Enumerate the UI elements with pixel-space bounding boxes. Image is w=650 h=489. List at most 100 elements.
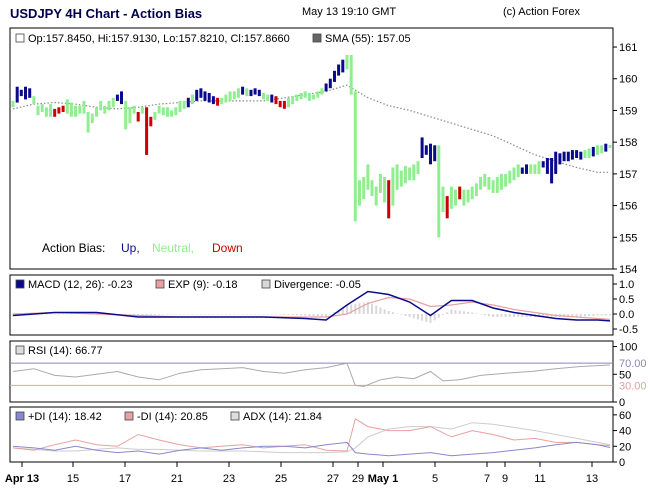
- bias-legend-down: Down: [212, 241, 243, 255]
- macd-axis-tick-label: -0.5: [619, 324, 638, 336]
- price-bar: [341, 59, 345, 73]
- sma-legend-text: SMA (55): 157.05: [325, 33, 411, 45]
- divergence-bar: [508, 314, 511, 317]
- price-bar: [49, 104, 53, 117]
- divergence-bar: [320, 314, 323, 317]
- adx-legend-text: ADX (14): 21.84: [243, 411, 322, 423]
- divergence-bar: [429, 314, 432, 323]
- price-bar: [366, 164, 370, 190]
- price-bar: [191, 94, 194, 105]
- price-bar: [579, 151, 583, 160]
- price-bar: [449, 186, 453, 209]
- x-axis-tick-label: May 1: [368, 473, 399, 485]
- divergence-bar: [412, 314, 415, 319]
- price-bar: [600, 145, 604, 154]
- x-axis-tick-label: 15: [67, 473, 79, 485]
- price-bar: [466, 189, 470, 203]
- divergence-bar: [479, 314, 482, 315]
- price-bar: [245, 88, 249, 97]
- ohlc-legend-text: Op:157.8450, Hi:157.9130, Lo:157.8210, C…: [28, 33, 290, 45]
- x-axis-tick-label: 9: [502, 473, 508, 485]
- price-bar: [445, 196, 449, 219]
- dmi-axis-tick-label: 60: [619, 410, 631, 422]
- price-bar: [504, 173, 508, 187]
- divergence-bar: [133, 314, 136, 316]
- price-bar: [282, 100, 286, 109]
- x-axis-tick-label: 25: [275, 473, 287, 485]
- x-axis-tick-label: 23: [223, 473, 235, 485]
- rsi-legend-text: RSI (14): 66.77: [28, 345, 103, 357]
- divergence-bar: [53, 314, 56, 315]
- price-bar: [61, 105, 65, 112]
- adx-line: [12, 422, 611, 454]
- price-bar: [558, 153, 562, 165]
- plus-di-legend-box: [15, 411, 25, 421]
- divergence-legend-text: Divergence: -0.05: [274, 279, 361, 291]
- divergence-bar: [592, 314, 595, 316]
- plus-di-legend-text: +DI (14): 18.42: [28, 411, 102, 423]
- price-bar: [541, 161, 545, 168]
- price-bar: [170, 110, 174, 117]
- price-bar: [358, 180, 361, 206]
- price-bar: [278, 100, 282, 108]
- divergence-bar: [462, 311, 465, 314]
- price-axis-tick-label: 155: [619, 232, 637, 244]
- price-bar: [157, 105, 161, 114]
- price-bar: [495, 177, 499, 193]
- divergence-bar: [229, 314, 232, 315]
- divergence-bar: [329, 314, 332, 315]
- divergence-bar: [446, 312, 449, 314]
- price-bar: [82, 100, 86, 114]
- divergence-bar: [191, 314, 194, 315]
- price-bar: [437, 145, 441, 238]
- price-axis-tick-label: 159: [619, 105, 637, 117]
- price-bar: [349, 55, 353, 95]
- bias-legend-label: Action Bias:: [42, 241, 105, 255]
- divergence-bar: [295, 314, 298, 316]
- price-bar: [412, 164, 416, 181]
- divergence-bar: [254, 314, 257, 315]
- macd-line: [12, 290, 611, 322]
- price-bar: [545, 158, 549, 174]
- divergence-bar: [371, 303, 373, 314]
- price-bar: [257, 89, 261, 97]
- divergence-bar: [437, 314, 440, 318]
- price-bar: [186, 97, 190, 108]
- price-bar: [40, 104, 44, 112]
- price-bar: [11, 100, 15, 108]
- price-bar: [454, 189, 457, 206]
- divergence-bar: [149, 314, 152, 316]
- price-bar: [333, 70, 336, 82]
- rsi-level-70-label: 70.00: [619, 358, 647, 370]
- price-bar: [604, 143, 608, 152]
- price-axis-tick-label: 154: [619, 264, 637, 276]
- price-bar: [554, 151, 558, 174]
- rsi-legend-box: [15, 345, 25, 355]
- price-bar: [207, 93, 211, 103]
- divergence-bar: [179, 314, 181, 315]
- price-bar: [508, 170, 512, 184]
- x-axis-tick-label: Apr 13: [5, 473, 39, 485]
- divergence-bar: [62, 313, 65, 315]
- price-bar: [211, 96, 215, 105]
- price-bar: [53, 108, 57, 117]
- divergence-bar: [391, 312, 394, 314]
- price-bar: [149, 116, 153, 127]
- price-bar: [516, 164, 520, 178]
- price-bar: [95, 107, 98, 117]
- macd-legend-text: MACD (12, 26): -0.23: [28, 279, 133, 291]
- price-bar: [195, 89, 199, 101]
- price-bar: [395, 164, 399, 190]
- divergence-bar: [584, 314, 586, 317]
- divergence-bar: [596, 314, 599, 316]
- price-bar: [591, 146, 595, 157]
- price-bar: [420, 137, 424, 158]
- divergence-bar: [496, 314, 499, 317]
- price-bar: [274, 96, 278, 105]
- divergence-bar: [467, 311, 470, 314]
- divergence-bar: [383, 309, 386, 314]
- price-bar: [470, 186, 474, 200]
- price-bar: [128, 107, 132, 124]
- x-axis-tick-label: 7: [484, 473, 490, 485]
- divergence-bar: [396, 313, 399, 314]
